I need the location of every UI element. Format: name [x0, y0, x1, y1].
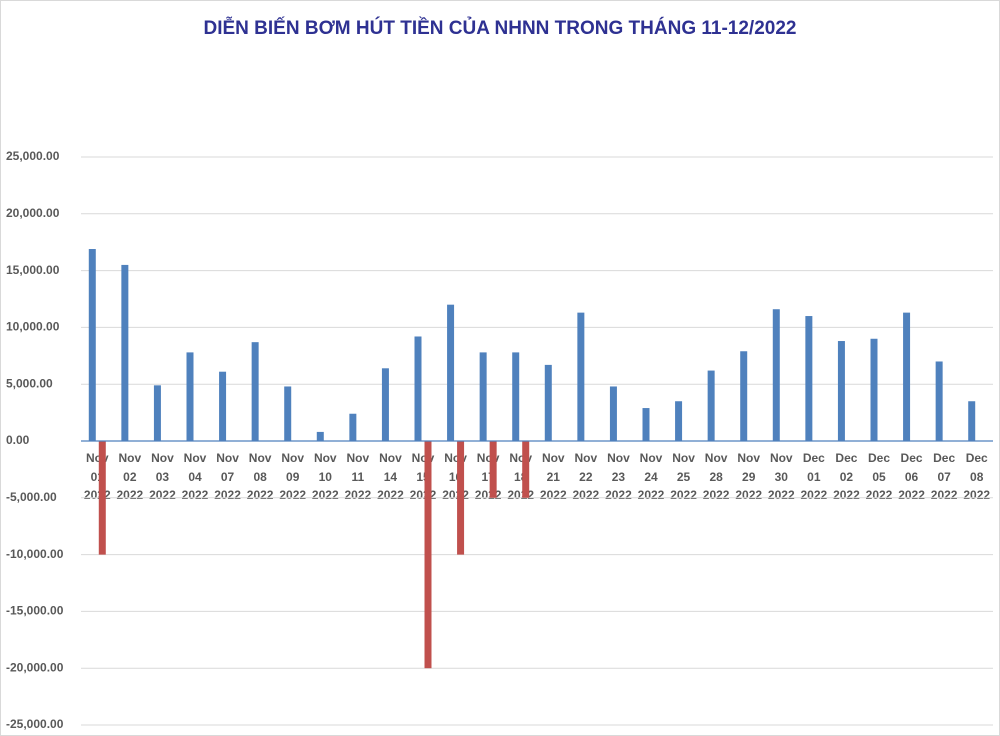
y-tick-label: -10,000.00	[6, 547, 64, 561]
bar	[219, 371, 227, 441]
x-tick-label: Nov 25 2022	[670, 451, 697, 502]
bar	[121, 264, 129, 441]
x-tick-label: Nov 29 2022	[735, 451, 763, 502]
x-tick-label: Nov 14 2022	[377, 451, 404, 502]
y-tick-label: 10,000.00	[6, 320, 60, 334]
bar	[414, 336, 422, 441]
x-tick-label: Nov 21 2022	[539, 451, 567, 502]
bar	[805, 316, 813, 441]
bar	[935, 361, 943, 441]
bar	[707, 370, 715, 441]
bar	[153, 385, 161, 441]
y-tick-label: 20,000.00	[6, 206, 60, 220]
x-tick-label: Dec 06 2022	[898, 451, 925, 502]
bar	[316, 431, 324, 441]
x-tick-label: Dec 07 2022	[930, 451, 958, 502]
y-tick-label: -15,000.00	[6, 604, 64, 618]
bar	[577, 312, 585, 441]
x-tick-label: Nov 18 2022	[507, 451, 535, 502]
x-tick-label: Nov 11 2022	[344, 451, 372, 502]
bar	[479, 352, 487, 441]
y-tick-label: 0.00	[6, 433, 30, 447]
bar	[968, 401, 976, 441]
bar	[740, 351, 748, 441]
x-tick-label: Nov 02 2022	[116, 451, 144, 502]
x-tick-label: Nov 22 2022	[572, 451, 600, 502]
bar	[675, 401, 683, 441]
x-tick-label: Nov 09 2022	[279, 451, 307, 502]
y-tick-label: 25,000.00	[6, 149, 60, 163]
bar	[609, 386, 617, 441]
x-tick-label: Dec 02 2022	[833, 451, 860, 502]
bar	[642, 408, 650, 441]
x-tick-label: Nov 07 2022	[214, 451, 241, 502]
x-tick-label: Nov 08 2022	[246, 451, 274, 502]
chart-title: DIỄN BIẾN BƠM HÚT TIỀN CỦA NHNN TRONG TH…	[204, 17, 797, 39]
x-tick-label: Nov 03 2022	[149, 451, 176, 502]
bar	[88, 249, 96, 441]
bar	[544, 364, 552, 441]
x-tick-label: Nov 30 2022	[767, 451, 795, 502]
x-tick-label: Dec 01 2022	[800, 451, 828, 502]
x-tick-label: Nov 10 2022	[311, 451, 339, 502]
x-tick-label: Nov 04 2022	[181, 451, 209, 502]
x-tick-label: Nov 28 2022	[702, 451, 730, 502]
x-tick-label: Nov 01 2022	[83, 451, 111, 502]
bar	[512, 352, 520, 441]
x-tick-label: Dec 08 2022	[963, 451, 991, 502]
y-tick-label: -20,000.00	[6, 660, 64, 674]
x-tick-label: Nov 24 2022	[637, 451, 665, 502]
bar	[870, 338, 878, 441]
y-tick-label: -25,000.00	[6, 717, 64, 731]
y-tick-label: 5,000.00	[6, 376, 53, 390]
bar	[186, 352, 194, 441]
y-tick-label: 15,000.00	[6, 263, 60, 277]
bar	[349, 413, 357, 441]
x-tick-label: Nov 15 2022	[409, 451, 437, 502]
bar	[837, 341, 845, 441]
bar	[447, 304, 455, 441]
x-tick-label: Dec 05 2022	[865, 451, 893, 502]
bar	[284, 386, 292, 441]
x-tick-label: Nov 16 2022	[442, 451, 469, 502]
bar	[251, 342, 259, 441]
bar	[381, 368, 389, 441]
x-tick-label: Nov 23 2022	[605, 451, 632, 502]
bar	[772, 309, 780, 441]
bar	[903, 312, 911, 441]
y-tick-label: -5,000.00	[6, 490, 57, 504]
x-tick-label: Nov 17 2022	[474, 451, 502, 502]
